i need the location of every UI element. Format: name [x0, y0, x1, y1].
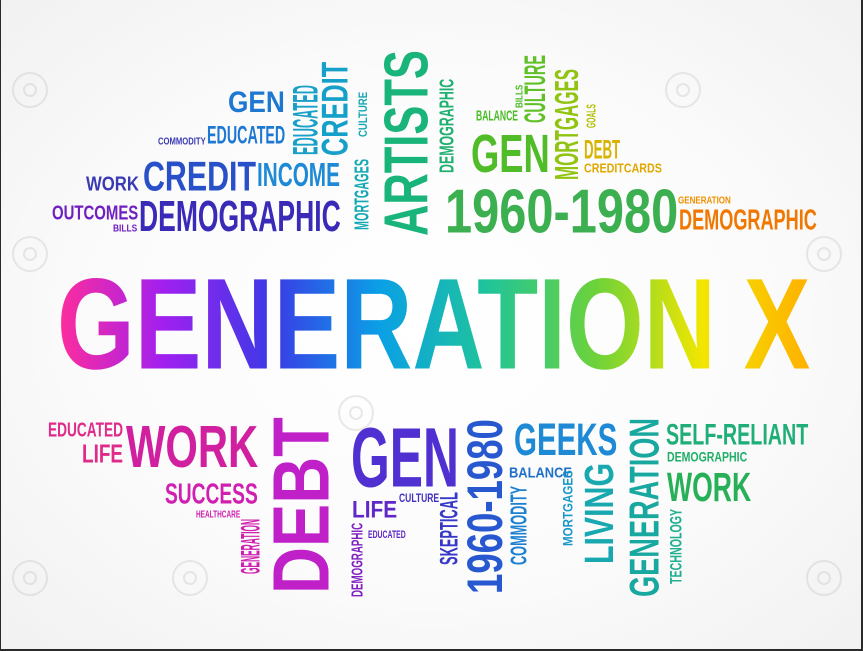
- word-educated: EDUCATED: [207, 121, 286, 149]
- word-income: INCOME: [257, 156, 340, 193]
- word-gen-3: GEN: [351, 410, 459, 505]
- watermark-spiral-icon: [12, 560, 48, 596]
- word-debt-vertical: DEBT: [256, 417, 346, 594]
- word-culture-vertical: CULTURE: [356, 91, 370, 137]
- word-work: WORK: [86, 172, 139, 195]
- frame-left-border: [0, 0, 1, 651]
- word-outcomes: OUTCOMES: [52, 201, 139, 224]
- word-commodity-vertical: COMMODITY: [507, 485, 532, 565]
- word-demographic-vertical: DEMOGRAPHIC: [435, 78, 458, 173]
- watermark-spiral-icon: [12, 236, 48, 272]
- word-mortgages-vertical-3: MORTGAGES: [561, 470, 576, 546]
- word-balance-2: BALANCE: [509, 464, 573, 481]
- word-generation-x-title: GENERATION X: [57, 250, 811, 397]
- watermark-spiral-icon: [172, 560, 208, 596]
- word-bills: BILLS: [113, 223, 138, 234]
- word-culture-vertical-2: CULTURE: [519, 55, 552, 123]
- word-culture: CULTURE: [399, 491, 440, 505]
- word-demographic-vertical-2: DEMOGRAPHIC: [348, 522, 366, 597]
- watermark-spiral-icon: [806, 560, 842, 596]
- word-mortgages-vertical-2: MORTGAGES: [548, 68, 585, 180]
- word-work-3: WORK: [667, 463, 752, 510]
- word-credit-vertical: CREDIT: [313, 61, 356, 156]
- word-commodity: COMMODITY: [158, 136, 206, 147]
- word-educated-2: EDUCATED: [48, 418, 123, 441]
- word-geeks: GEEKS: [514, 413, 618, 465]
- word-living-vertical: LIVING: [575, 462, 622, 564]
- word-demographic-3: DEMOGRAPHIC: [667, 450, 748, 465]
- word-life: LIFE: [82, 440, 124, 469]
- word-generation-small: GENERATION: [678, 195, 731, 206]
- word-self-reliant: SELF-RELIANT: [666, 418, 809, 451]
- word-artists-vertical: ARTISTS: [370, 50, 441, 237]
- word-educated-3: EDUCATED: [368, 528, 406, 541]
- word-credit: CREDIT: [143, 152, 257, 200]
- word-debt: DEBT: [584, 135, 621, 165]
- watermark-spiral-icon: [12, 72, 48, 108]
- watermark-spiral-icon: [806, 236, 842, 272]
- word-healthcare: HEALTHCARE: [196, 509, 241, 520]
- watermark-spiral-icon: [338, 395, 374, 431]
- word-balance: BALANCE: [476, 107, 519, 124]
- word-1960-1980: 1960-1980: [445, 175, 679, 246]
- word-life-2: LIFE: [352, 496, 398, 523]
- word-work-2: WORK: [126, 414, 259, 481]
- word-gen: GEN: [228, 86, 285, 119]
- word-demographic: DEMOGRAPHIC: [139, 192, 341, 241]
- word-demographic-2: DEMOGRAPHIC: [679, 204, 817, 236]
- word-generation-vertical-2: GENERATION: [620, 417, 668, 597]
- word-success: SUCCESS: [165, 478, 258, 510]
- word-1960-1980-vertical: 1960-1980: [456, 419, 513, 594]
- frame-right-border: [861, 0, 863, 651]
- word-gen-2: GEN: [471, 123, 550, 184]
- word-creditcards: CREDITCARDS: [584, 162, 662, 176]
- word-goals-vertical: GOALS: [585, 104, 599, 128]
- frame-bottom-border: [0, 649, 863, 651]
- watermark-spiral-icon: [665, 72, 701, 108]
- word-technology-vertical: TECHNOLOGY: [667, 508, 686, 584]
- word-mortgages-vertical: MORTGAGES: [350, 158, 373, 230]
